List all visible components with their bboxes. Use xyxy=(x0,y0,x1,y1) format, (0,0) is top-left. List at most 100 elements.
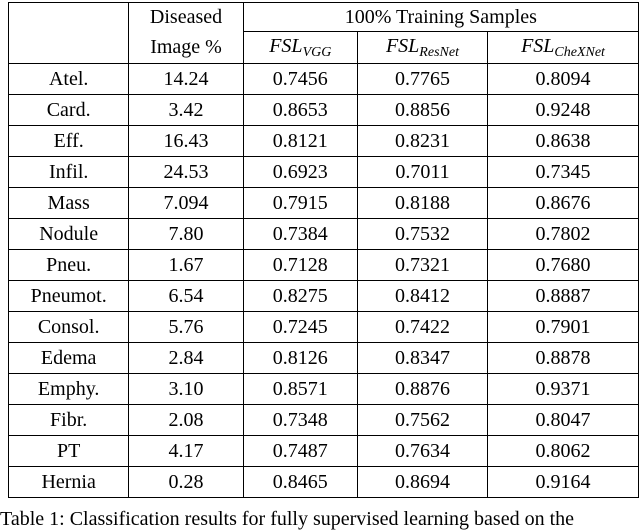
results-table: Diseased 100% Training Samples Image % F… xyxy=(7,2,640,498)
model-header-resnet-sub: ResNet xyxy=(419,44,459,60)
vgg-cell: 0.8126 xyxy=(242,342,358,374)
header-row-1: Diseased 100% Training Samples xyxy=(7,2,640,32)
header-row-2: Image % FSLVGG FSLResNet FSLCheXNet xyxy=(7,31,639,64)
corner-cell-lower xyxy=(7,31,130,64)
vgg-cell: 0.7456 xyxy=(242,63,358,95)
resnet-cell: 0.7765 xyxy=(356,63,489,95)
row-label: PT xyxy=(7,435,130,467)
resnet-cell: 0.7422 xyxy=(356,311,489,343)
vgg-cell: 0.8653 xyxy=(242,94,358,126)
diseased-cell: 7.094 xyxy=(128,187,244,219)
row-label: Edema xyxy=(7,342,130,374)
diseased-cell: 3.42 xyxy=(128,94,244,126)
resnet-cell: 0.7562 xyxy=(356,404,489,436)
row-label: Consol. xyxy=(7,311,130,343)
diseased-cell: 5.76 xyxy=(128,311,244,343)
table-row: Pneu. 1.67 0.7128 0.7321 0.7680 xyxy=(7,249,639,281)
row-label: Pneumot. xyxy=(7,280,130,312)
diseased-cell: 7.80 xyxy=(128,218,244,250)
chexnet-cell: 0.9371 xyxy=(487,373,639,405)
resnet-cell: 0.8876 xyxy=(356,373,489,405)
table-row: Hernia 0.28 0.8465 0.8694 0.9164 xyxy=(7,466,639,498)
vgg-cell: 0.7384 xyxy=(242,218,358,250)
vgg-cell: 0.7245 xyxy=(242,311,358,343)
vgg-cell: 0.7348 xyxy=(242,404,358,436)
row-label: Infil. xyxy=(7,156,130,188)
training-samples-header: 100% Training Samples xyxy=(242,2,640,32)
row-label: Emphy. xyxy=(7,373,130,405)
resnet-cell: 0.8694 xyxy=(356,466,489,498)
diseased-cell: 4.17 xyxy=(128,435,244,467)
table-row: Edema 2.84 0.8126 0.8347 0.8878 xyxy=(7,342,639,374)
model-header-vgg: FSLVGG xyxy=(242,31,358,64)
chexnet-cell: 0.8878 xyxy=(487,342,639,374)
diseased-cell: 2.84 xyxy=(128,342,244,374)
resnet-cell: 0.7634 xyxy=(356,435,489,467)
chexnet-cell: 0.8062 xyxy=(487,435,639,467)
vgg-cell: 0.7128 xyxy=(242,249,358,281)
row-label: Hernia xyxy=(7,466,130,498)
model-header-chexnet: FSLCheXNet xyxy=(487,31,639,64)
table-row: Card. 3.42 0.8653 0.8856 0.9248 xyxy=(7,94,639,126)
table-row: Pneumot. 6.54 0.8275 0.8412 0.8887 xyxy=(7,280,639,312)
vgg-cell: 0.8465 xyxy=(242,466,358,498)
table-row: Mass 7.094 0.7915 0.8188 0.8676 xyxy=(7,187,639,219)
resnet-cell: 0.8231 xyxy=(356,125,489,157)
chexnet-cell: 0.8047 xyxy=(487,404,639,436)
model-header-vgg-sub: VGG xyxy=(302,44,332,60)
table-row: PT 4.17 0.7487 0.7634 0.8062 xyxy=(7,435,639,467)
chexnet-cell: 0.8676 xyxy=(487,187,639,219)
vgg-cell: 0.8571 xyxy=(242,373,358,405)
row-label: Mass xyxy=(7,187,130,219)
table-row: Eff. 16.43 0.8121 0.8231 0.8638 xyxy=(7,125,639,157)
diseased-cell: 1.67 xyxy=(128,249,244,281)
resnet-cell: 0.8347 xyxy=(356,342,489,374)
vgg-cell: 0.6923 xyxy=(242,156,358,188)
row-label: Atel. xyxy=(7,63,130,95)
chexnet-cell: 0.8094 xyxy=(487,63,639,95)
model-header-chexnet-sub: CheXNet xyxy=(554,44,605,60)
diseased-cell: 0.28 xyxy=(128,466,244,498)
chexnet-cell: 0.7345 xyxy=(487,156,639,188)
chexnet-cell: 0.7901 xyxy=(487,311,639,343)
resnet-cell: 0.7532 xyxy=(356,218,489,250)
table-row: Nodule 7.80 0.7384 0.7532 0.7802 xyxy=(7,218,639,250)
resnet-cell: 0.8412 xyxy=(356,280,489,312)
diseased-cell: 16.43 xyxy=(128,125,244,157)
table-row: Consol. 5.76 0.7245 0.7422 0.7901 xyxy=(7,311,639,343)
model-header-resnet-base: FSL xyxy=(385,34,420,57)
diseased-cell: 6.54 xyxy=(128,280,244,312)
vgg-cell: 0.7915 xyxy=(242,187,358,219)
table-row: Atel. 14.24 0.7456 0.7765 0.8094 xyxy=(7,63,639,95)
row-label: Eff. xyxy=(7,125,130,157)
chexnet-cell: 0.7802 xyxy=(487,218,639,250)
resnet-cell: 0.8188 xyxy=(356,187,489,219)
diseased-header-line2: Image % xyxy=(128,31,244,64)
diseased-cell: 3.10 xyxy=(128,373,244,405)
table-row: Fibr. 2.08 0.7348 0.7562 0.8047 xyxy=(7,404,639,436)
table-row: Infil. 24.53 0.6923 0.7011 0.7345 xyxy=(7,156,639,188)
row-label: Card. xyxy=(7,94,130,126)
model-header-chexnet-base: FSL xyxy=(521,34,555,57)
row-label: Nodule xyxy=(7,218,130,250)
corner-cell xyxy=(7,2,130,32)
diseased-cell: 14.24 xyxy=(128,63,244,95)
resnet-cell: 0.8856 xyxy=(356,94,489,126)
table-caption: Table 1: Classification results for full… xyxy=(0,508,575,530)
chexnet-cell: 0.7680 xyxy=(487,249,639,281)
vgg-cell: 0.8275 xyxy=(242,280,358,312)
chexnet-cell: 0.8887 xyxy=(487,280,639,312)
resnet-cell: 0.7011 xyxy=(356,156,489,188)
model-header-vgg-base: FSL xyxy=(269,34,303,57)
chexnet-cell: 0.9164 xyxy=(487,466,639,498)
diseased-header-line1: Diseased xyxy=(128,2,244,32)
resnet-cell: 0.7321 xyxy=(356,249,489,281)
diseased-cell: 2.08 xyxy=(128,404,244,436)
row-label: Fibr. xyxy=(7,404,130,436)
chexnet-cell: 0.9248 xyxy=(487,94,639,126)
chexnet-cell: 0.8638 xyxy=(487,125,639,157)
row-label: Pneu. xyxy=(7,249,130,281)
vgg-cell: 0.7487 xyxy=(242,435,358,467)
model-header-resnet: FSLResNet xyxy=(356,31,489,64)
vgg-cell: 0.8121 xyxy=(242,125,358,157)
